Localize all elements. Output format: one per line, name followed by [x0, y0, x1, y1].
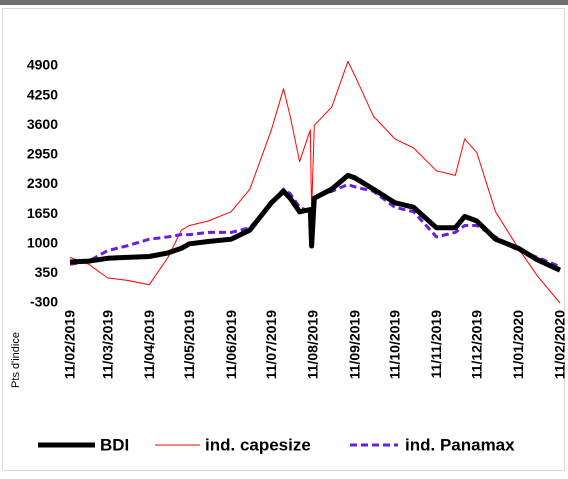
x-tick-label: 11/10/2019	[387, 310, 403, 380]
y-tick-label: 350	[35, 264, 59, 280]
x-tick-label: 11/07/2019	[263, 310, 279, 380]
y-axis-label: Pts d'indice	[10, 332, 22, 388]
frame	[2, 8, 565, 471]
x-tick-label: 11/02/2020	[552, 310, 568, 380]
top-band	[0, 0, 568, 5]
x-tick-label: 11/05/2019	[181, 310, 197, 380]
x-tick-label: 11/03/2019	[99, 310, 115, 380]
y-tick-label: 2300	[27, 175, 58, 191]
y-tick-label: 4250	[27, 86, 58, 102]
series-line	[69, 60, 561, 304]
x-tick-label: 11/12/2019	[468, 310, 484, 380]
x-tick-label: 11/01/2020	[510, 310, 526, 380]
x-tick-label: 11/09/2019	[346, 310, 362, 380]
x-tick-label: 11/08/2019	[305, 310, 321, 380]
y-tick-label: 1000	[27, 234, 58, 250]
legend-label: ind. Panamax	[405, 435, 515, 454]
y-tick-label: 4900	[27, 57, 58, 73]
y-tick-label: 2950	[27, 146, 58, 162]
x-tick-label: 11/04/2019	[141, 310, 157, 380]
x-tick-label: 11/02/2019	[62, 310, 78, 380]
y-tick-label: 3600	[27, 116, 58, 132]
y-tick-label: 1650	[27, 205, 58, 221]
series-line	[69, 172, 562, 273]
x-tick-label: 11/06/2019	[223, 310, 239, 380]
y-tick-label: -300	[30, 294, 58, 310]
legend-label: BDI	[100, 435, 129, 454]
legend-label: ind. capesize	[205, 435, 311, 454]
x-tick-label: 11/11/2019	[428, 310, 444, 379]
